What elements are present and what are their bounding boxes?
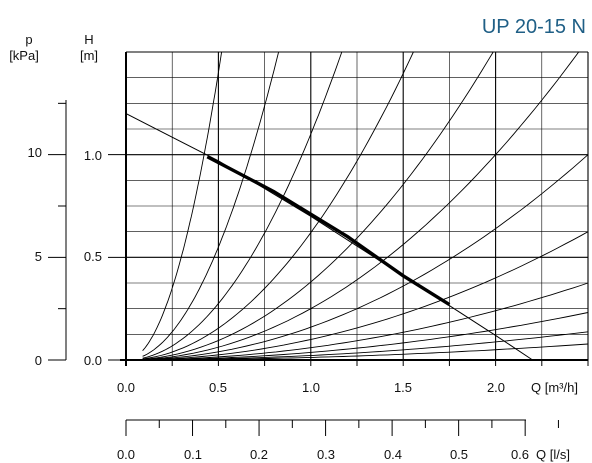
pump-curves xyxy=(125,113,533,361)
h-tick-labels: 0.0 0.5 1.0 xyxy=(84,148,102,368)
q-ls-tick-label: 0.4 xyxy=(384,447,402,462)
p-axis-unit: [kPa] xyxy=(9,48,39,63)
q-ls-tick-label: 0.1 xyxy=(184,447,202,462)
system-curve xyxy=(142,231,589,361)
p-tick-labels: 0 5 10 xyxy=(28,145,42,368)
system-curve xyxy=(142,51,343,359)
q-m3h-axis-label: Q [m³/h] xyxy=(531,380,578,395)
system-curve xyxy=(142,51,580,361)
q-m3h-tick-label: 1.0 xyxy=(302,380,320,395)
system-curve xyxy=(142,282,589,361)
chart-axes xyxy=(65,52,588,421)
h-tick-label: 1.0 xyxy=(84,148,102,163)
q-ls-tick-label: 0.5 xyxy=(450,447,468,462)
system-curve xyxy=(142,154,589,361)
p-tick-label: 0 xyxy=(35,353,42,368)
p-tick-label: 5 xyxy=(35,249,42,264)
q-ls-axis-label: Q [l/s] xyxy=(536,447,570,462)
h-tick-label: 0.0 xyxy=(84,353,102,368)
p-axis-label: p xyxy=(25,32,32,47)
q-m3h-tick-label: 1.5 xyxy=(394,380,412,395)
h-axis-label: H xyxy=(84,32,93,47)
system-curve xyxy=(142,331,589,361)
system-curve xyxy=(142,51,223,351)
pump-curve xyxy=(125,113,533,361)
system-curve xyxy=(142,51,414,360)
axis-ticks xyxy=(48,102,589,436)
q-ls-tick-labels: 0.0 0.1 0.2 0.3 0.4 0.5 0.6 Q [l/s] xyxy=(117,447,570,462)
q-m3h-tick-label: 0.0 xyxy=(117,380,135,395)
h-tick-label: 0.5 xyxy=(84,249,102,264)
q-m3h-tick-label: 2.0 xyxy=(487,380,505,395)
q-ls-tick-label: 0.6 xyxy=(511,447,529,462)
chart-grid xyxy=(126,51,589,360)
q-m3h-tick-labels: 0.0 0.5 1.0 1.5 2.0 Q [m³/h] xyxy=(117,380,578,395)
h-axis-unit: [m] xyxy=(80,48,98,63)
chart-title: UP 20-15 N xyxy=(482,16,586,38)
system-curve xyxy=(142,51,280,357)
q-m3h-tick-label: 0.5 xyxy=(209,380,227,395)
system-curves xyxy=(142,51,589,361)
p-tick-label: 10 xyxy=(28,145,42,160)
system-curve xyxy=(142,312,589,361)
q-ls-tick-label: 0.0 xyxy=(117,447,135,462)
system-curve xyxy=(142,51,494,360)
operating-range-curve xyxy=(206,155,451,307)
q-ls-tick-label: 0.3 xyxy=(317,447,335,462)
q-ls-tick-label: 0.2 xyxy=(250,447,268,462)
